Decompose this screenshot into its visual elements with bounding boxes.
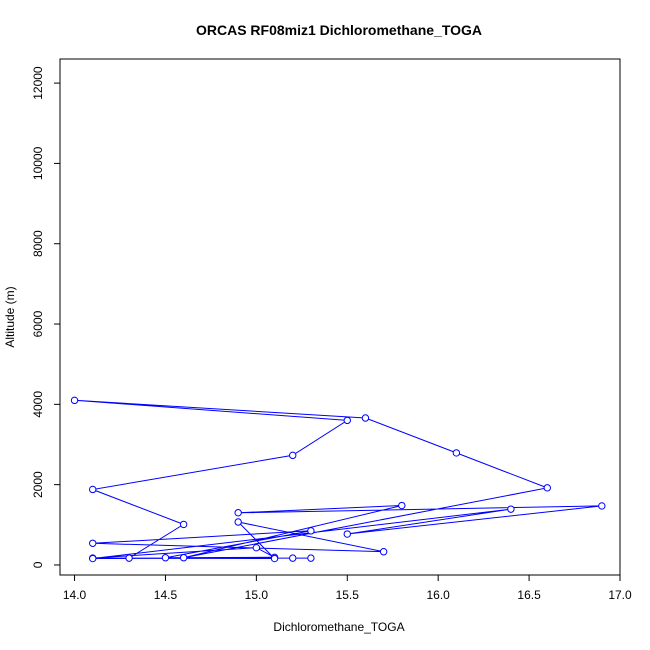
y-tick-label: 8000 bbox=[31, 230, 45, 257]
chart-title: ORCAS RF08miz1 Dichloromethane_TOGA bbox=[196, 22, 482, 38]
data-point bbox=[289, 451, 297, 460]
data-point bbox=[179, 554, 188, 562]
series-line bbox=[74, 399, 602, 560]
data-point bbox=[161, 554, 170, 562]
x-tick-label: 17.0 bbox=[608, 588, 632, 602]
data-point bbox=[452, 449, 461, 457]
x-axis: 14.0 14.5 15.0 15.5 16.0 16.5 17.0 bbox=[63, 575, 632, 602]
y-tick-label: 12000 bbox=[31, 66, 45, 100]
y-tick-label: 0 bbox=[31, 561, 45, 568]
data-point bbox=[234, 518, 242, 526]
data-point bbox=[307, 527, 315, 535]
data-point bbox=[89, 485, 97, 494]
data-point bbox=[70, 396, 79, 405]
data-point bbox=[89, 554, 97, 563]
y-tick-label: 6000 bbox=[31, 310, 45, 337]
x-axis-label: Dichloromethane_TOGA bbox=[273, 620, 404, 634]
y-tick-label: 10000 bbox=[31, 146, 45, 180]
data-point bbox=[125, 554, 133, 562]
data-point bbox=[343, 530, 351, 538]
y-tick-label: 2000 bbox=[31, 471, 45, 498]
plot-frame bbox=[59, 58, 621, 576]
data-point bbox=[343, 416, 351, 425]
x-tick-label: 14.0 bbox=[63, 588, 87, 602]
data-point bbox=[379, 548, 388, 556]
data-point bbox=[270, 554, 279, 563]
y-axis: 0 2000 4000 6000 8000 10000 12000 bbox=[31, 66, 60, 568]
data-point bbox=[289, 554, 297, 562]
data-point bbox=[307, 554, 315, 562]
data-point bbox=[361, 414, 370, 422]
data-point bbox=[598, 502, 606, 510]
data-point bbox=[398, 501, 406, 510]
data-point bbox=[543, 484, 551, 492]
data-point bbox=[234, 509, 242, 517]
y-axis-label: Altitude (m) bbox=[3, 286, 17, 347]
data-point bbox=[507, 505, 515, 513]
x-tick-label: 15.5 bbox=[336, 588, 360, 602]
data-point bbox=[179, 520, 188, 529]
data-point bbox=[89, 539, 97, 547]
data-point bbox=[252, 543, 261, 552]
x-tick-label: 15.0 bbox=[245, 588, 269, 602]
y-tick-label: 4000 bbox=[31, 391, 45, 418]
data-points bbox=[70, 396, 606, 563]
x-tick-label: 16.5 bbox=[517, 588, 541, 602]
x-tick-label: 14.5 bbox=[154, 588, 178, 602]
x-tick-label: 16.0 bbox=[427, 588, 451, 602]
